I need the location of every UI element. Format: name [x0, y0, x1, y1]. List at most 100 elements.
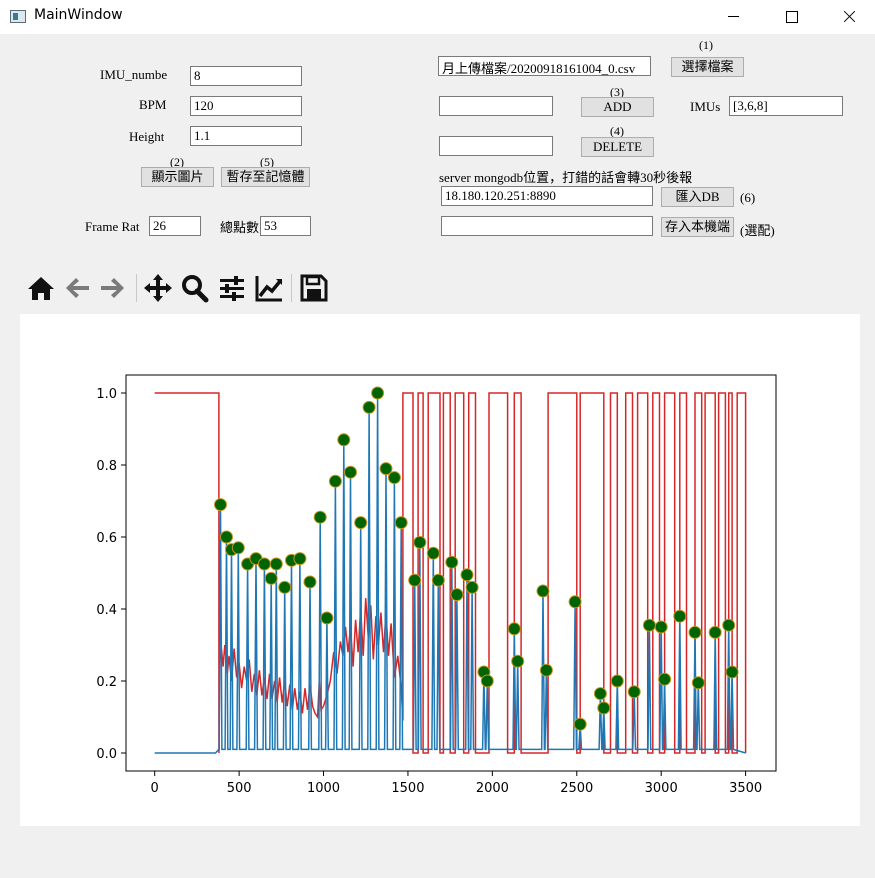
peak-marker: [354, 516, 368, 530]
total-points-label: 總點數: [220, 220, 260, 235]
import-db-button[interactable]: 匯入DB: [661, 187, 734, 207]
plot-toolbar: [24, 270, 364, 306]
peak-marker: [708, 625, 722, 639]
minimize-button[interactable]: [704, 0, 762, 34]
y-tick-label: 0.2: [96, 675, 117, 690]
edit-axis-icon[interactable]: [252, 270, 286, 306]
imus-input[interactable]: [3,6,8]: [729, 96, 843, 116]
peak-marker: [371, 386, 385, 400]
delete-button[interactable]: DELETE: [581, 137, 654, 157]
peak-marker: [642, 618, 656, 632]
toolbar-separator: [136, 274, 137, 302]
x-tick-label: 3000: [645, 781, 678, 796]
peak-marker: [257, 557, 271, 571]
imu-number-label: IMU_numbe: [100, 67, 168, 82]
app-window-icon: [10, 10, 26, 23]
peak-marker: [408, 573, 422, 587]
axes-frame: [125, 374, 777, 772]
y-tick-label: 0.6: [96, 531, 117, 546]
imus-label: IMUs: [690, 99, 721, 114]
peak-marker: [278, 580, 292, 594]
home-icon[interactable]: [24, 270, 58, 306]
peak-marker: [691, 676, 705, 690]
bpm-label: BPM: [139, 97, 167, 112]
line-chart: 0 500 1000 1500 2000 2500 3000 3500 0.0 0.2 0.4 0.6…: [96, 374, 777, 796]
add-input[interactable]: [439, 96, 553, 116]
add-caption: (3): [610, 85, 624, 99]
peak-marker: [344, 465, 357, 479]
total-points-input[interactable]: 53: [260, 216, 311, 236]
window-title: MainWindow: [34, 7, 123, 23]
peak-marker: [220, 530, 233, 544]
forward-icon[interactable]: [96, 270, 130, 306]
peak-marker: [269, 557, 283, 571]
x-tick-label: 3500: [729, 781, 762, 796]
height-input[interactable]: 1.1: [190, 126, 302, 146]
peak-marker: [673, 609, 687, 623]
y-tick-label: 1.0: [96, 387, 117, 402]
delete-caption: (4): [610, 124, 624, 138]
peak-marker: [688, 625, 702, 639]
save-local-button[interactable]: 存入本機端: [661, 217, 734, 237]
peak-marker: [337, 433, 351, 447]
save-memory-button[interactable]: 暫存至記憶體: [221, 167, 310, 187]
server-address-input[interactable]: 18.180.120.251:8890: [441, 186, 653, 206]
x-tick-label: 500: [227, 781, 252, 796]
show-image-button[interactable]: 顯示圖片: [141, 167, 214, 187]
peak-marker: [610, 674, 624, 688]
peak-marker: [450, 588, 464, 602]
peak-marker: [431, 573, 445, 587]
peak-marker: [573, 717, 587, 731]
choose-file-button[interactable]: 選擇檔案: [671, 57, 744, 77]
maximize-button[interactable]: [762, 0, 820, 34]
import-db-caption: (6): [740, 190, 756, 205]
peak-marker: [362, 400, 376, 414]
add-button[interactable]: ADD: [581, 97, 654, 117]
peak-marker: [654, 620, 668, 634]
save-icon[interactable]: [296, 270, 330, 306]
bpm-input[interactable]: 120: [190, 96, 302, 116]
title-bar: MainWindow: [0, 0, 875, 34]
pan-icon[interactable]: [141, 270, 175, 306]
series-line-blue: [154, 392, 746, 754]
peak-marker: [465, 580, 479, 594]
close-button[interactable]: [820, 0, 875, 34]
peak-marker: [445, 555, 459, 569]
x-tick-label: 0: [151, 781, 159, 796]
x-tick-label: 1000: [307, 781, 340, 796]
back-icon[interactable]: [60, 270, 94, 306]
zoom-icon[interactable]: [178, 270, 212, 306]
peak-marker: [511, 654, 525, 668]
show-image-caption: (2): [170, 155, 184, 169]
peak-marker: [627, 685, 641, 699]
configure-subplots-icon[interactable]: [215, 270, 249, 306]
save-local-input[interactable]: [441, 216, 653, 236]
peak-marker: [539, 663, 553, 677]
toolbar-separator: [291, 274, 292, 302]
file-path-text: 月上傳檔案/20200918161004_0.csv: [442, 61, 636, 76]
delete-input[interactable]: [439, 136, 553, 156]
peak-marker: [394, 516, 408, 530]
file-path-input[interactable]: 月上傳檔案/20200918161004_0.csv: [438, 56, 651, 76]
peak-marker: [313, 510, 327, 524]
peak-marker: [264, 571, 278, 585]
peak-marker: [379, 462, 393, 476]
peak-marker: [387, 471, 401, 485]
frame-rate-input[interactable]: 26: [149, 216, 201, 236]
peak-marker: [725, 665, 739, 679]
choose-file-caption: (1): [699, 38, 713, 52]
peak-marker: [231, 541, 245, 555]
peak-marker: [426, 546, 440, 560]
peak-marker: [536, 584, 550, 598]
y-tick-label: 0.8: [96, 459, 117, 474]
imu-number-input[interactable]: 8: [190, 66, 302, 86]
peak-marker: [303, 575, 317, 589]
frame-rate-label: Frame Rat: [85, 219, 140, 234]
peak-marker: [568, 595, 582, 609]
server-note-label: server mongodb位置，打錯的話會轉30秒後報: [439, 170, 693, 185]
y-tick-label: 0.0: [96, 747, 117, 762]
save-local-caption: (選配): [740, 223, 775, 238]
plot-canvas[interactable]: 0 500 1000 1500 2000 2500 3000 3500 0.0 0.2 0.4 0.6…: [20, 314, 860, 826]
peak-marker: [722, 618, 736, 632]
peak-marker: [413, 535, 427, 549]
